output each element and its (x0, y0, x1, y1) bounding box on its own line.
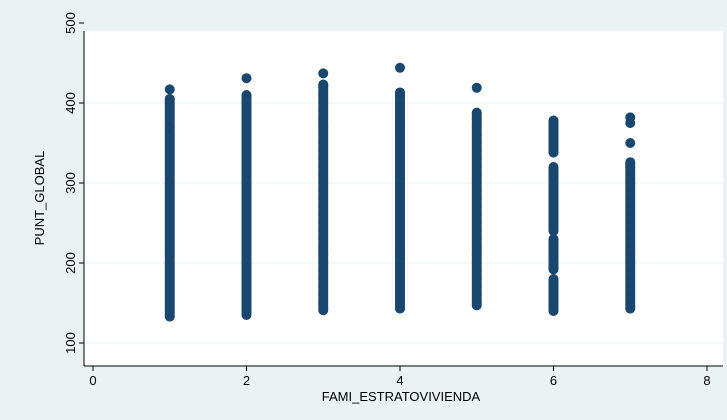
point-group-x6 (548, 115, 559, 316)
x-tick-label: 0 (89, 373, 96, 388)
point-group-x2 (241, 73, 252, 320)
data-point (548, 115, 559, 126)
data-point (241, 90, 252, 100)
data-point (548, 274, 559, 284)
x-axis-label: FAMI_ESTRATOVIVIENDA (322, 389, 481, 404)
data-point-outlier (395, 62, 405, 73)
data-point (164, 94, 175, 104)
data-point-outlier (241, 73, 252, 84)
y-tick-label: 100 (63, 332, 78, 354)
data-point (395, 87, 405, 98)
x-tick-label: 2 (243, 373, 250, 388)
y-tick-label: 300 (63, 172, 78, 194)
data-point-outlier (471, 82, 482, 93)
data-point (548, 234, 559, 244)
point-group-x1 (164, 84, 175, 322)
tick-marks: 100 200 300 400 500 0 2 4 6 8 (63, 12, 711, 388)
x-tick-label: 8 (703, 373, 710, 388)
data-point (625, 157, 636, 168)
axes (83, 31, 723, 367)
point-group-x3 (318, 68, 329, 316)
x-tick-label: 6 (550, 373, 557, 388)
point-group-x5 (471, 82, 482, 311)
data-points (164, 62, 636, 322)
data-point-outlier (318, 68, 329, 79)
y-axis-label: PUNT_GLOBAL (32, 151, 47, 246)
data-point (548, 162, 559, 172)
y-tick-label: 400 (63, 92, 78, 114)
point-group-x7 (625, 112, 636, 314)
x-tick-label: 4 (396, 373, 403, 388)
data-point-outlier (625, 138, 636, 148)
y-tick-label: 200 (63, 252, 78, 274)
data-point-outlier (625, 112, 636, 123)
data-point-outlier (164, 84, 175, 95)
data-point (471, 107, 482, 118)
point-group-x4 (395, 62, 405, 314)
data-point (318, 79, 329, 90)
y-tick-label: 500 (63, 12, 78, 34)
